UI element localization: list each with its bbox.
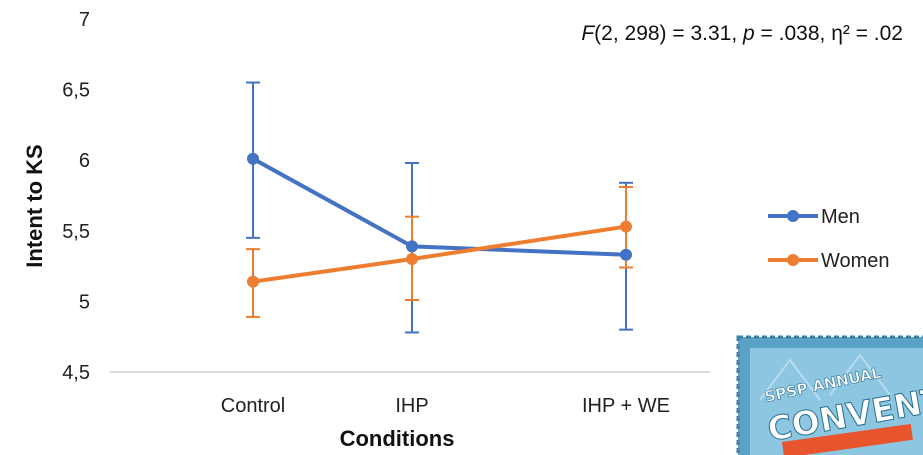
error-bars <box>246 81 633 334</box>
data-point-women <box>406 253 418 266</box>
x-axis-title: Conditions <box>340 426 455 451</box>
series-line-men <box>251 156 628 257</box>
legend-label-women: Women <box>821 250 890 272</box>
stat-p-symbol: p <box>742 22 755 45</box>
x-tick-label: Control <box>221 395 285 417</box>
stat-annotation: F(2, 298) = 3.31, p = .038, η² = .02 <box>581 22 903 45</box>
legend: Men Women <box>768 206 890 272</box>
legend-label-men: Men <box>821 206 860 228</box>
y-tick-label: 5,5 <box>62 221 90 243</box>
y-tick-label: 4,5 <box>62 362 90 384</box>
spsp-convention-stamp-logo: SPSP ANNUAL CONVENT <box>736 335 923 455</box>
stamp-banner <box>782 423 913 455</box>
legend-item-women: Women <box>768 250 890 272</box>
data-point-women <box>620 220 632 233</box>
data-point-men <box>406 240 418 253</box>
x-tick-labels: Control IHP IHP + WE <box>221 395 670 417</box>
stat-f-symbol: F <box>581 22 595 45</box>
x-tick-label: IHP + WE <box>582 395 670 417</box>
y-axis-title: Intent to KS <box>22 144 47 267</box>
data-point-men <box>247 152 259 165</box>
stamp-bridge <box>759 353 891 401</box>
legend-marker-women <box>787 254 799 266</box>
series-lines <box>251 156 628 284</box>
legend-marker-men <box>787 210 799 222</box>
series-points <box>247 152 632 288</box>
x-tick-label: IHP <box>395 395 428 417</box>
stat-p-rest: = .038, η² = .02 <box>755 22 903 45</box>
y-tick-label: 7 <box>79 9 90 31</box>
y-tick-label: 6,5 <box>62 80 90 102</box>
stat-f-args: (2, 298) = 3.31, <box>594 22 743 45</box>
data-point-men <box>620 248 632 261</box>
data-point-women <box>247 275 259 288</box>
y-tick-label: 5 <box>79 291 90 313</box>
legend-item-men: Men <box>768 206 860 228</box>
y-tick-labels: 4,5 5 5,5 6 6,5 7 <box>62 9 90 384</box>
y-tick-label: 6 <box>79 150 90 172</box>
